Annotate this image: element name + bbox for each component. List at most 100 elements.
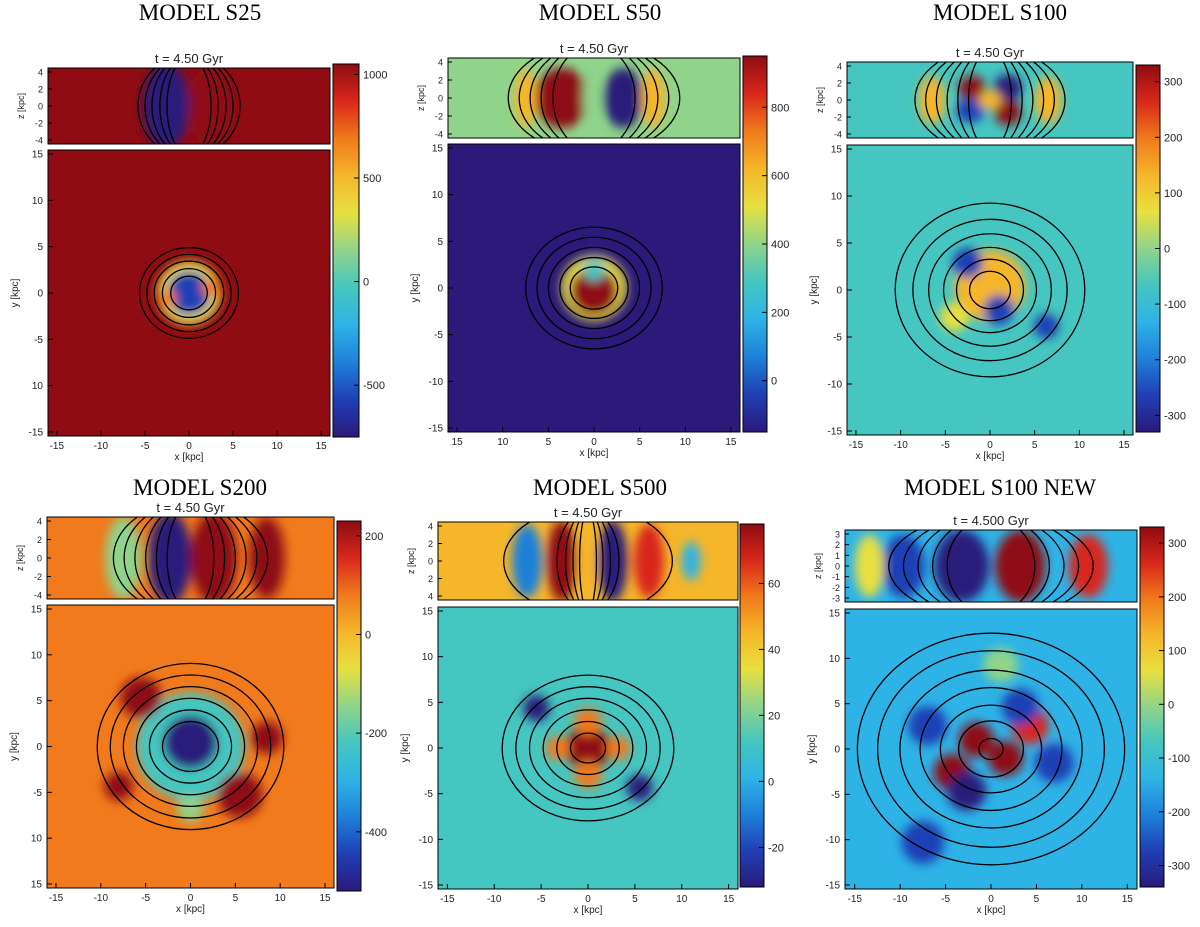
edge-on-contour bbox=[946, 530, 1036, 602]
colorbar-tick-label: 0 bbox=[771, 376, 777, 388]
time-label: t = 4.50 Gyr bbox=[560, 41, 629, 56]
edge-on-blob bbox=[854, 534, 884, 598]
face-on-blob bbox=[166, 270, 212, 316]
face-on-blob bbox=[570, 267, 618, 316]
face-on-map bbox=[48, 150, 330, 436]
y-tick-label: 0 bbox=[836, 286, 842, 297]
x-tick-label: 5 bbox=[230, 441, 236, 452]
colorbar-tick-label: -300 bbox=[1164, 410, 1186, 422]
chart-s50: t = 4.50 Gyr 15 10 5 0 5 10 15 x [kpc] 15 10 5 0 -5 -1… bbox=[410, 41, 789, 459]
face-on-contour bbox=[170, 275, 208, 311]
z-tick-label: 2 bbox=[37, 535, 42, 545]
colorbar-tick-label: 800 bbox=[771, 102, 789, 114]
x-tick-label: 0 bbox=[988, 894, 994, 905]
face-on-contour bbox=[968, 270, 1012, 310]
x-axis-label: x [kpc] bbox=[580, 448, 609, 459]
x-tick-label: -5 bbox=[141, 893, 150, 904]
edge-on-blob bbox=[633, 523, 664, 599]
edge-on-blob bbox=[546, 522, 577, 600]
edge-on-contour bbox=[925, 62, 1055, 138]
edge-on-blob bbox=[918, 76, 946, 124]
x-tick-label: 15 bbox=[725, 437, 737, 448]
edge-on-blob bbox=[978, 90, 1002, 110]
y-tick-label: -15 bbox=[29, 428, 44, 439]
edge-on-field bbox=[512, 522, 701, 600]
z-tick-label: 3 bbox=[835, 530, 840, 540]
y-tick-label: 10 bbox=[32, 381, 44, 392]
panel-model-s100: MODEL S100 t = 4.50 Gyr -15 -10 -5 0 5 10 15 x [… bbox=[800, 0, 1200, 463]
edge-on-contour bbox=[914, 62, 1066, 138]
colorbar-tick-label: 200 bbox=[771, 307, 789, 319]
edge-on-map bbox=[47, 517, 334, 599]
y-tick-label: 0 bbox=[427, 744, 433, 755]
edge-on-contour bbox=[902, 530, 1080, 602]
z-tick-label: -2 bbox=[834, 113, 842, 123]
colorbar-tick-label: 40 bbox=[768, 644, 780, 656]
y-tick-label: 0 bbox=[834, 745, 840, 756]
x-tick-label: 5 bbox=[1034, 894, 1040, 905]
x-axis-label: x [kpc] bbox=[574, 905, 603, 916]
z-tick-label: 0 bbox=[835, 562, 840, 572]
face-on-blob bbox=[1033, 313, 1059, 339]
x-tick-label: 15 bbox=[319, 893, 331, 904]
z-tick-label: 0 bbox=[837, 96, 842, 106]
colorbar bbox=[739, 523, 765, 888]
x-tick-label: 5 bbox=[1032, 440, 1038, 451]
face-on-contour bbox=[525, 226, 663, 350]
colorbar-tick-label: 300 bbox=[1164, 77, 1182, 89]
y-tick-label: 10 bbox=[31, 834, 43, 845]
edge-on-map bbox=[48, 68, 330, 144]
z-tick-label: 4 bbox=[428, 592, 433, 602]
z-tick-label: -4 bbox=[35, 136, 43, 146]
x-tick-label: 15 bbox=[316, 441, 328, 452]
x-axis-label: x [kpc] bbox=[176, 904, 205, 915]
face-on-contour bbox=[161, 267, 217, 319]
face-on-contour bbox=[153, 260, 225, 326]
edge-on-blob bbox=[993, 74, 1023, 101]
colorbar-tick-label: -200 bbox=[365, 728, 387, 740]
y-axis-label: y [kpc] bbox=[807, 734, 818, 763]
face-on-blob bbox=[545, 735, 571, 761]
face-on-contour bbox=[919, 686, 1063, 812]
face-on-blob bbox=[983, 647, 1019, 683]
colorbar-tick-label: 200 bbox=[365, 531, 383, 543]
edge-on-contour bbox=[137, 68, 241, 144]
x-tick-label: -15 bbox=[49, 893, 64, 904]
z-tick-label: -4 bbox=[435, 130, 443, 140]
x-axis-label: x [kpc] bbox=[977, 905, 1006, 916]
face-on-contour bbox=[528, 697, 648, 799]
colorbar-tick-label: 400 bbox=[771, 239, 789, 251]
x-tick-label: 10 bbox=[497, 437, 509, 448]
x-axis-label: x [kpc] bbox=[175, 452, 204, 463]
y-axis-label: y [kpc] bbox=[809, 275, 820, 304]
z-tick-label: 2 bbox=[438, 76, 443, 86]
y-tick-label: -5 bbox=[434, 330, 443, 341]
y-tick-label: -5 bbox=[831, 790, 840, 801]
y-tick-label: -10 bbox=[826, 835, 841, 846]
y-tick-label: 5 bbox=[836, 239, 842, 250]
edge-on-contour bbox=[159, 68, 219, 144]
x-tick-label: 0 bbox=[186, 441, 192, 452]
z-tick-label: -2 bbox=[34, 572, 42, 582]
face-on-contour bbox=[146, 253, 232, 333]
z-tick-label: 2 bbox=[38, 85, 43, 95]
time-label: t = 4.50 Gyr bbox=[956, 45, 1025, 60]
x-tick-label: 0 bbox=[585, 894, 591, 905]
y-tick-label: -5 bbox=[33, 788, 42, 799]
chart-s100-new: t = 4.500 Gyr-15 -10 -5 0 5 10 15x [kpc]151050… bbox=[807, 513, 1190, 916]
panel-title: MODEL S500 bbox=[533, 475, 667, 500]
face-on-contour bbox=[928, 233, 1052, 347]
x-tick-label: -10 bbox=[94, 893, 109, 904]
z-tick-label: 0 bbox=[37, 554, 42, 564]
colorbar-tick-label: -100 bbox=[1168, 753, 1190, 765]
x-tick-label: 10 bbox=[1074, 440, 1086, 451]
face-on-contour bbox=[912, 218, 1068, 362]
panel-title: MODEL S100 bbox=[933, 0, 1067, 25]
face-on-map bbox=[845, 609, 1137, 889]
z-axis-label: z [kpc] bbox=[813, 553, 823, 579]
y-axis-label: y [kpc] bbox=[400, 733, 411, 762]
face-on-blob bbox=[120, 677, 162, 719]
face-on-blob bbox=[983, 294, 1015, 326]
edge-on-blob bbox=[512, 523, 543, 599]
colorbar-tick-label: -500 bbox=[363, 380, 385, 392]
